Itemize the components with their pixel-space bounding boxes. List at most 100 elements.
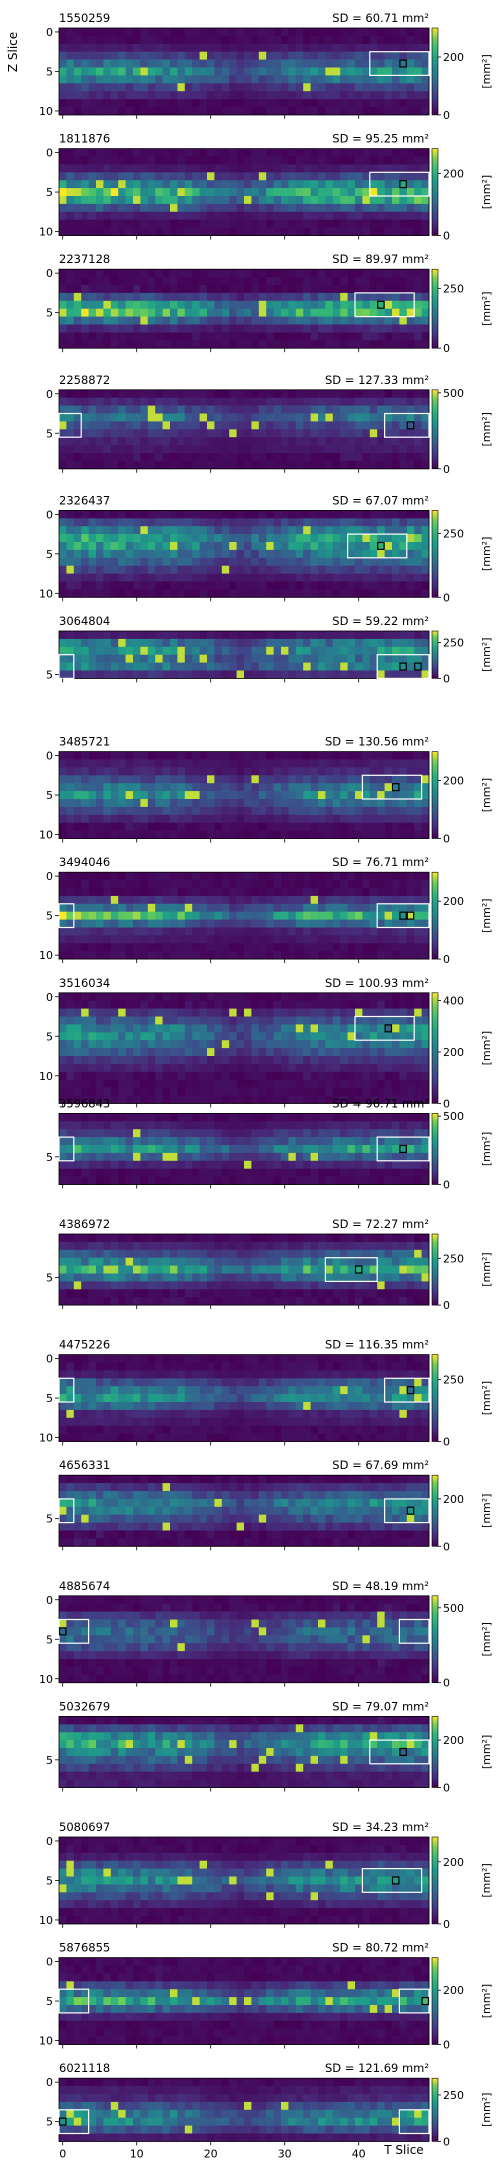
heatmap-cell: [207, 421, 215, 430]
heatmap-cell: [347, 172, 356, 181]
heatmap-cell: [155, 285, 163, 294]
y-tick-label: 10: [39, 829, 53, 842]
heatmap-cell: [236, 107, 245, 116]
heatmap-cell: [103, 1087, 112, 1096]
heatmap-cell: [125, 429, 134, 438]
heatmap-cell: [318, 549, 326, 559]
heatmap-cell: [377, 389, 385, 399]
heatmap-cell: [236, 951, 245, 960]
heatmap-cell: [192, 277, 200, 286]
heatmap-cell: [392, 1008, 400, 1017]
heatmap-cell: [103, 1079, 112, 1088]
heatmap-cell: [369, 219, 378, 228]
heatmap-cell: [281, 453, 289, 462]
heatmap-cell: [303, 911, 311, 920]
heatmap-cell: [118, 670, 126, 679]
heatmap-cell: [207, 300, 215, 310]
heatmap-cell: [214, 1000, 223, 1009]
heatmap-cell: [81, 148, 89, 157]
heatmap-cell: [244, 1087, 252, 1096]
heatmap-cell: [147, 1016, 156, 1025]
heatmap-cell: [377, 460, 385, 470]
heatmap-cell: [147, 992, 156, 1002]
heatmap-cell: [66, 1113, 75, 1122]
heatmap-cell: [414, 156, 422, 165]
heatmap-cell: [66, 895, 75, 905]
heatmap-cell: [133, 822, 141, 831]
heatmap-cell: [103, 180, 112, 189]
heatmap-cell: [96, 1032, 104, 1041]
heatmap-cell: [362, 324, 371, 333]
heatmap-cell: [325, 1016, 334, 1025]
heatmap-cell: [310, 91, 319, 100]
heatmap-cell: [110, 822, 119, 831]
heatmap-cell: [369, 227, 378, 236]
heatmap-cell: [88, 405, 97, 414]
heatmap-cell: [288, 148, 297, 157]
heatmap-cell: [258, 654, 267, 663]
heatmap-cell: [221, 316, 230, 325]
heatmap-cell: [303, 1016, 311, 1025]
heatmap-cell: [421, 872, 430, 881]
heatmap-cell: [295, 99, 304, 108]
heatmap-cell: [140, 903, 149, 913]
panel-id: 1550259: [59, 11, 110, 25]
heatmap-cell: [88, 421, 97, 430]
heatmap-cell: [421, 911, 430, 920]
heatmap-cell: [310, 59, 319, 68]
heatmap-cell: [214, 1113, 223, 1122]
heatmap-cell: [244, 340, 252, 349]
heatmap-cell: [236, 397, 245, 406]
heatmap-cell: [303, 203, 311, 213]
heatmap-cell: [229, 518, 237, 527]
heatmap-cell: [362, 895, 371, 905]
heatmap-cell: [207, 389, 215, 399]
heatmap-cell: [177, 751, 186, 760]
heatmap-cell: [414, 759, 422, 768]
heatmap-cell: [73, 903, 82, 913]
heatmap-cell: [133, 67, 141, 76]
heatmap-cell: [170, 460, 178, 470]
heatmap-cell: [207, 28, 215, 37]
heatmap-cell: [155, 534, 163, 543]
heatmap-cell: [258, 1032, 267, 1041]
heatmap-cell: [421, 1063, 430, 1073]
peak-marker: [391, 783, 400, 792]
heatmap-cell: [369, 638, 378, 648]
heatmap-cell: [421, 429, 430, 438]
heatmap-cell: [170, 646, 178, 656]
heatmap-cell: [347, 911, 356, 920]
heatmap-cell: [103, 510, 112, 519]
heatmap-cell: [133, 542, 141, 551]
heatmap-cell: [362, 332, 371, 341]
heatmap-cell: [88, 35, 97, 45]
heatmap-cell: [59, 1040, 67, 1049]
heatmap-cell: [340, 180, 348, 189]
heatmap-cell: [73, 196, 82, 205]
heatmap-cell: [355, 1087, 363, 1096]
heatmap-cell: [177, 888, 186, 897]
heatmap-cell: [118, 453, 126, 462]
heatmap-cell: [384, 219, 393, 228]
heatmap-cell: [207, 397, 215, 406]
heatmap-cell: [110, 888, 119, 897]
heatmap-cell: [295, 164, 304, 173]
heatmap-cell: [384, 75, 393, 84]
heatmap-cell: [236, 806, 245, 816]
heatmap-cell: [392, 1032, 400, 1041]
heatmap-cell: [288, 1087, 297, 1096]
heatmap-cell: [59, 1095, 67, 1104]
heatmap-cell: [332, 814, 341, 824]
heatmap-cell: [303, 830, 311, 839]
heatmap-cell: [281, 783, 289, 792]
heatmap-cell: [288, 196, 297, 205]
heatmap-cell: [377, 413, 385, 422]
heatmap-cell: [340, 227, 348, 236]
heatmap-cell: [392, 518, 400, 527]
heatmap-cell: [199, 1024, 208, 1033]
heatmap-cell: [340, 75, 348, 84]
heatmap-cell: [266, 99, 274, 108]
heatmap-cell: [96, 429, 104, 438]
heatmap-cell: [221, 453, 230, 462]
